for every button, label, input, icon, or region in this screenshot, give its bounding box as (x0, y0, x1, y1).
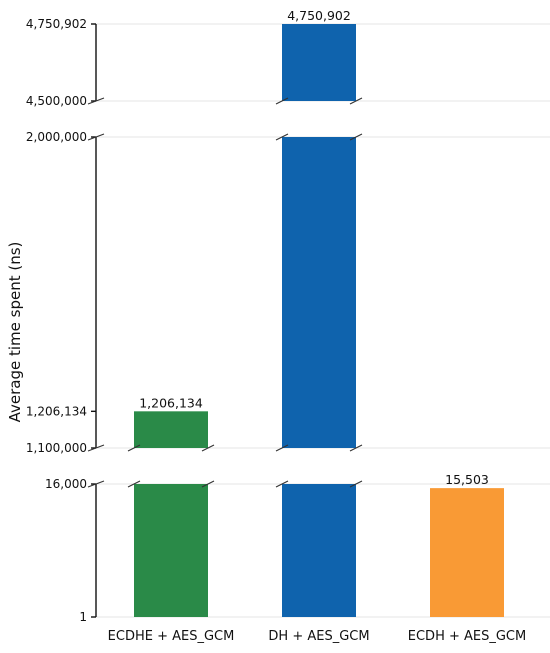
bar-break-mark (275, 480, 289, 488)
bar-break-mark (349, 97, 363, 105)
y-axis-title: Average time spent (ns) (6, 242, 24, 423)
data-label-1: 1,206,134 (139, 395, 203, 410)
bar-2-segment-3 (282, 24, 356, 101)
y-tick-label: 2,000,000 (26, 130, 87, 144)
y-axis (91, 23, 97, 618)
bar-2-segment-2 (282, 137, 356, 448)
bar-break-mark (201, 480, 215, 488)
bars (134, 24, 504, 617)
bar-3-segment-1 (430, 488, 504, 617)
axis-break-mark (87, 133, 105, 141)
bar-break-mark (349, 133, 363, 141)
bar-break-mark (349, 444, 363, 452)
data-label-2: 4,750,902 (287, 8, 351, 23)
x-category-label-3: ECDH + AES_GCM (408, 629, 526, 644)
bar-data-labels: 1,206,134 4,750,902 15,503 (139, 8, 489, 487)
y-tick-label: 1 (79, 610, 87, 624)
y-tick-labels: 1 16,000 1,100,000 1,206,134 2,000,000 4,500,… (26, 17, 87, 624)
bar-break-mark (275, 97, 289, 105)
x-category-label-2: DH + AES_GCM (268, 629, 369, 644)
bar-break-mark (275, 444, 289, 452)
y-tick-label: 1,206,134 (26, 404, 87, 418)
bar-break-mark (127, 480, 141, 488)
x-category-label-1: ECDHE + AES_GCM (108, 629, 235, 644)
y-tick-label: 1,100,000 (26, 441, 87, 455)
bar-1-segment-2 (134, 411, 208, 448)
axis-breaks (87, 97, 363, 488)
y-tick-label: 4,500,000 (26, 94, 87, 108)
bar-2-segment-1 (282, 484, 356, 617)
y-tick-label: 4,750,902 (26, 17, 87, 31)
axis-break-mark (87, 97, 105, 105)
axis-break-mark (87, 480, 105, 488)
y-tick-label: 16,000 (45, 477, 87, 491)
bar-break-mark (349, 480, 363, 488)
bar-break-mark (201, 444, 215, 452)
x-category-labels: ECDHE + AES_GCM DH + AES_GCM ECDH + AES_GC… (108, 629, 527, 644)
bar-1-segment-1 (134, 484, 208, 617)
bar-break-mark (275, 133, 289, 141)
data-label-3: 15,503 (445, 472, 489, 487)
bar-break-mark (127, 444, 141, 452)
axis-break-mark (87, 444, 105, 452)
